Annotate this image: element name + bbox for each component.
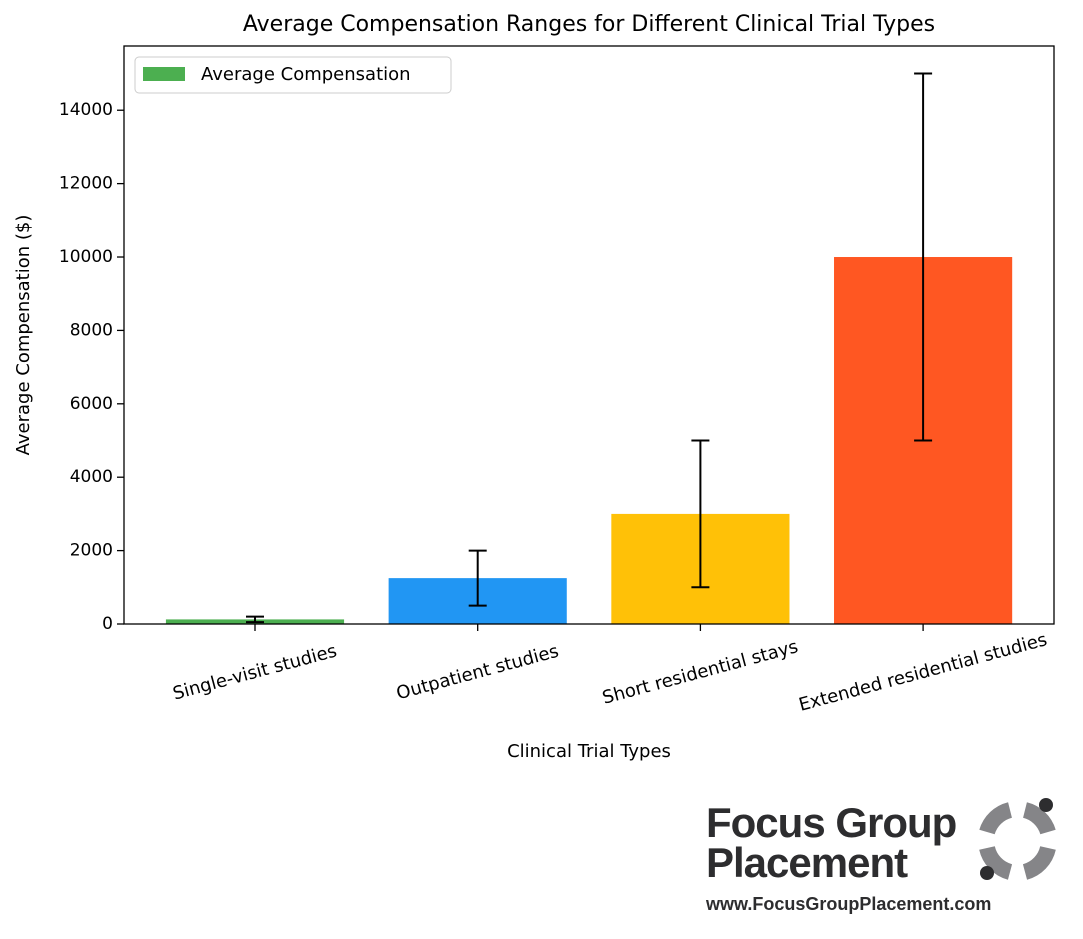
logo-arc <box>979 845 1013 880</box>
logo-icon <box>979 802 1056 880</box>
x-axis-label: Clinical Trial Types <box>507 741 671 762</box>
logo-arc <box>1022 802 1056 835</box>
logo-arc <box>1022 845 1056 880</box>
logo-arc <box>979 802 1013 835</box>
x-tick-label: Extended residential studies <box>797 629 1050 716</box>
y-tick-label: 4000 <box>70 467 113 487</box>
logo-dot <box>980 866 994 880</box>
y-tick-label: 0 <box>102 614 113 634</box>
x-tick-label: Short residential stays <box>600 636 800 708</box>
plot-frame <box>123 45 1055 625</box>
y-tick-label: 10000 <box>59 247 113 267</box>
logo-line2: Placement <box>706 839 908 886</box>
logo: Focus Group Placement www.FocusGroupPlac… <box>705 798 1056 914</box>
legend-swatch <box>143 67 185 81</box>
legend-label: Average Compensation <box>201 64 411 85</box>
legend-box <box>134 56 452 94</box>
y-tick-label: 8000 <box>70 320 113 340</box>
chart-title: Average Compensation Ranges for Differen… <box>243 12 935 37</box>
y-tick-label: 6000 <box>70 394 113 414</box>
y-tick-label: 14000 <box>59 100 113 120</box>
logo-line1: Focus Group <box>706 799 956 846</box>
y-axis-label: Average Compensation ($) <box>13 215 34 456</box>
logo-url: www.FocusGroupPlacement.com <box>705 894 991 914</box>
y-tick-label: 12000 <box>59 174 113 194</box>
y-tick-label: 2000 <box>70 541 113 561</box>
logo-dot <box>1039 798 1053 812</box>
x-tick-label: Outpatient studies <box>394 641 561 705</box>
x-tick-label: Single-visit studies <box>171 641 340 705</box>
